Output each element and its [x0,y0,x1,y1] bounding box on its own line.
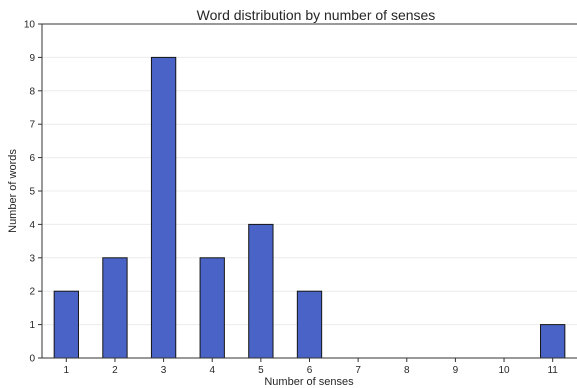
x-tick-label: 1 [64,365,70,376]
bar-1 [53,290,79,359]
x-tick-label: 9 [453,365,459,376]
x-tick-label: 6 [307,365,313,376]
y-tick-label: 8 [29,86,35,97]
x-tick-label: 4 [209,365,215,376]
bar-5 [248,223,274,359]
y-tick-label: 10 [24,20,36,31]
bar-11 [540,324,566,359]
x-tick-label: 8 [404,365,410,376]
bar-6 [296,290,323,359]
bar-3 [150,56,177,359]
y-tick-label: 0 [29,354,35,365]
y-tick-label: 2 [29,287,35,298]
x-axis-title: Number of senses [264,376,354,388]
y-tick-label: 9 [29,53,35,64]
x-tick-label: 11 [547,365,558,376]
x-tick-label: 10 [498,365,510,376]
x-tick-label: 7 [355,365,361,376]
y-tick-label: 6 [29,153,35,164]
ticks: 0 1 2 3 4 5 6 7 8 9 10 1 2 3 4 5 6 7 8 9 10 11 [24,20,558,377]
chart-title: Word distribution by number of senses [197,7,436,23]
y-tick-label: 1 [29,320,35,331]
y-tick-label: 3 [29,253,35,264]
y-tick-label: 5 [29,187,35,198]
y-tick-label: 7 [29,120,35,131]
x-tick-label: 5 [258,365,264,376]
x-tick-label: 3 [161,365,167,376]
x-tick-label: 2 [112,365,118,376]
bar-2 [102,257,128,359]
bar-4 [199,257,225,359]
y-axis-title: Number of words [7,149,19,233]
y-tick-label: 4 [29,220,35,231]
bars [53,56,566,359]
